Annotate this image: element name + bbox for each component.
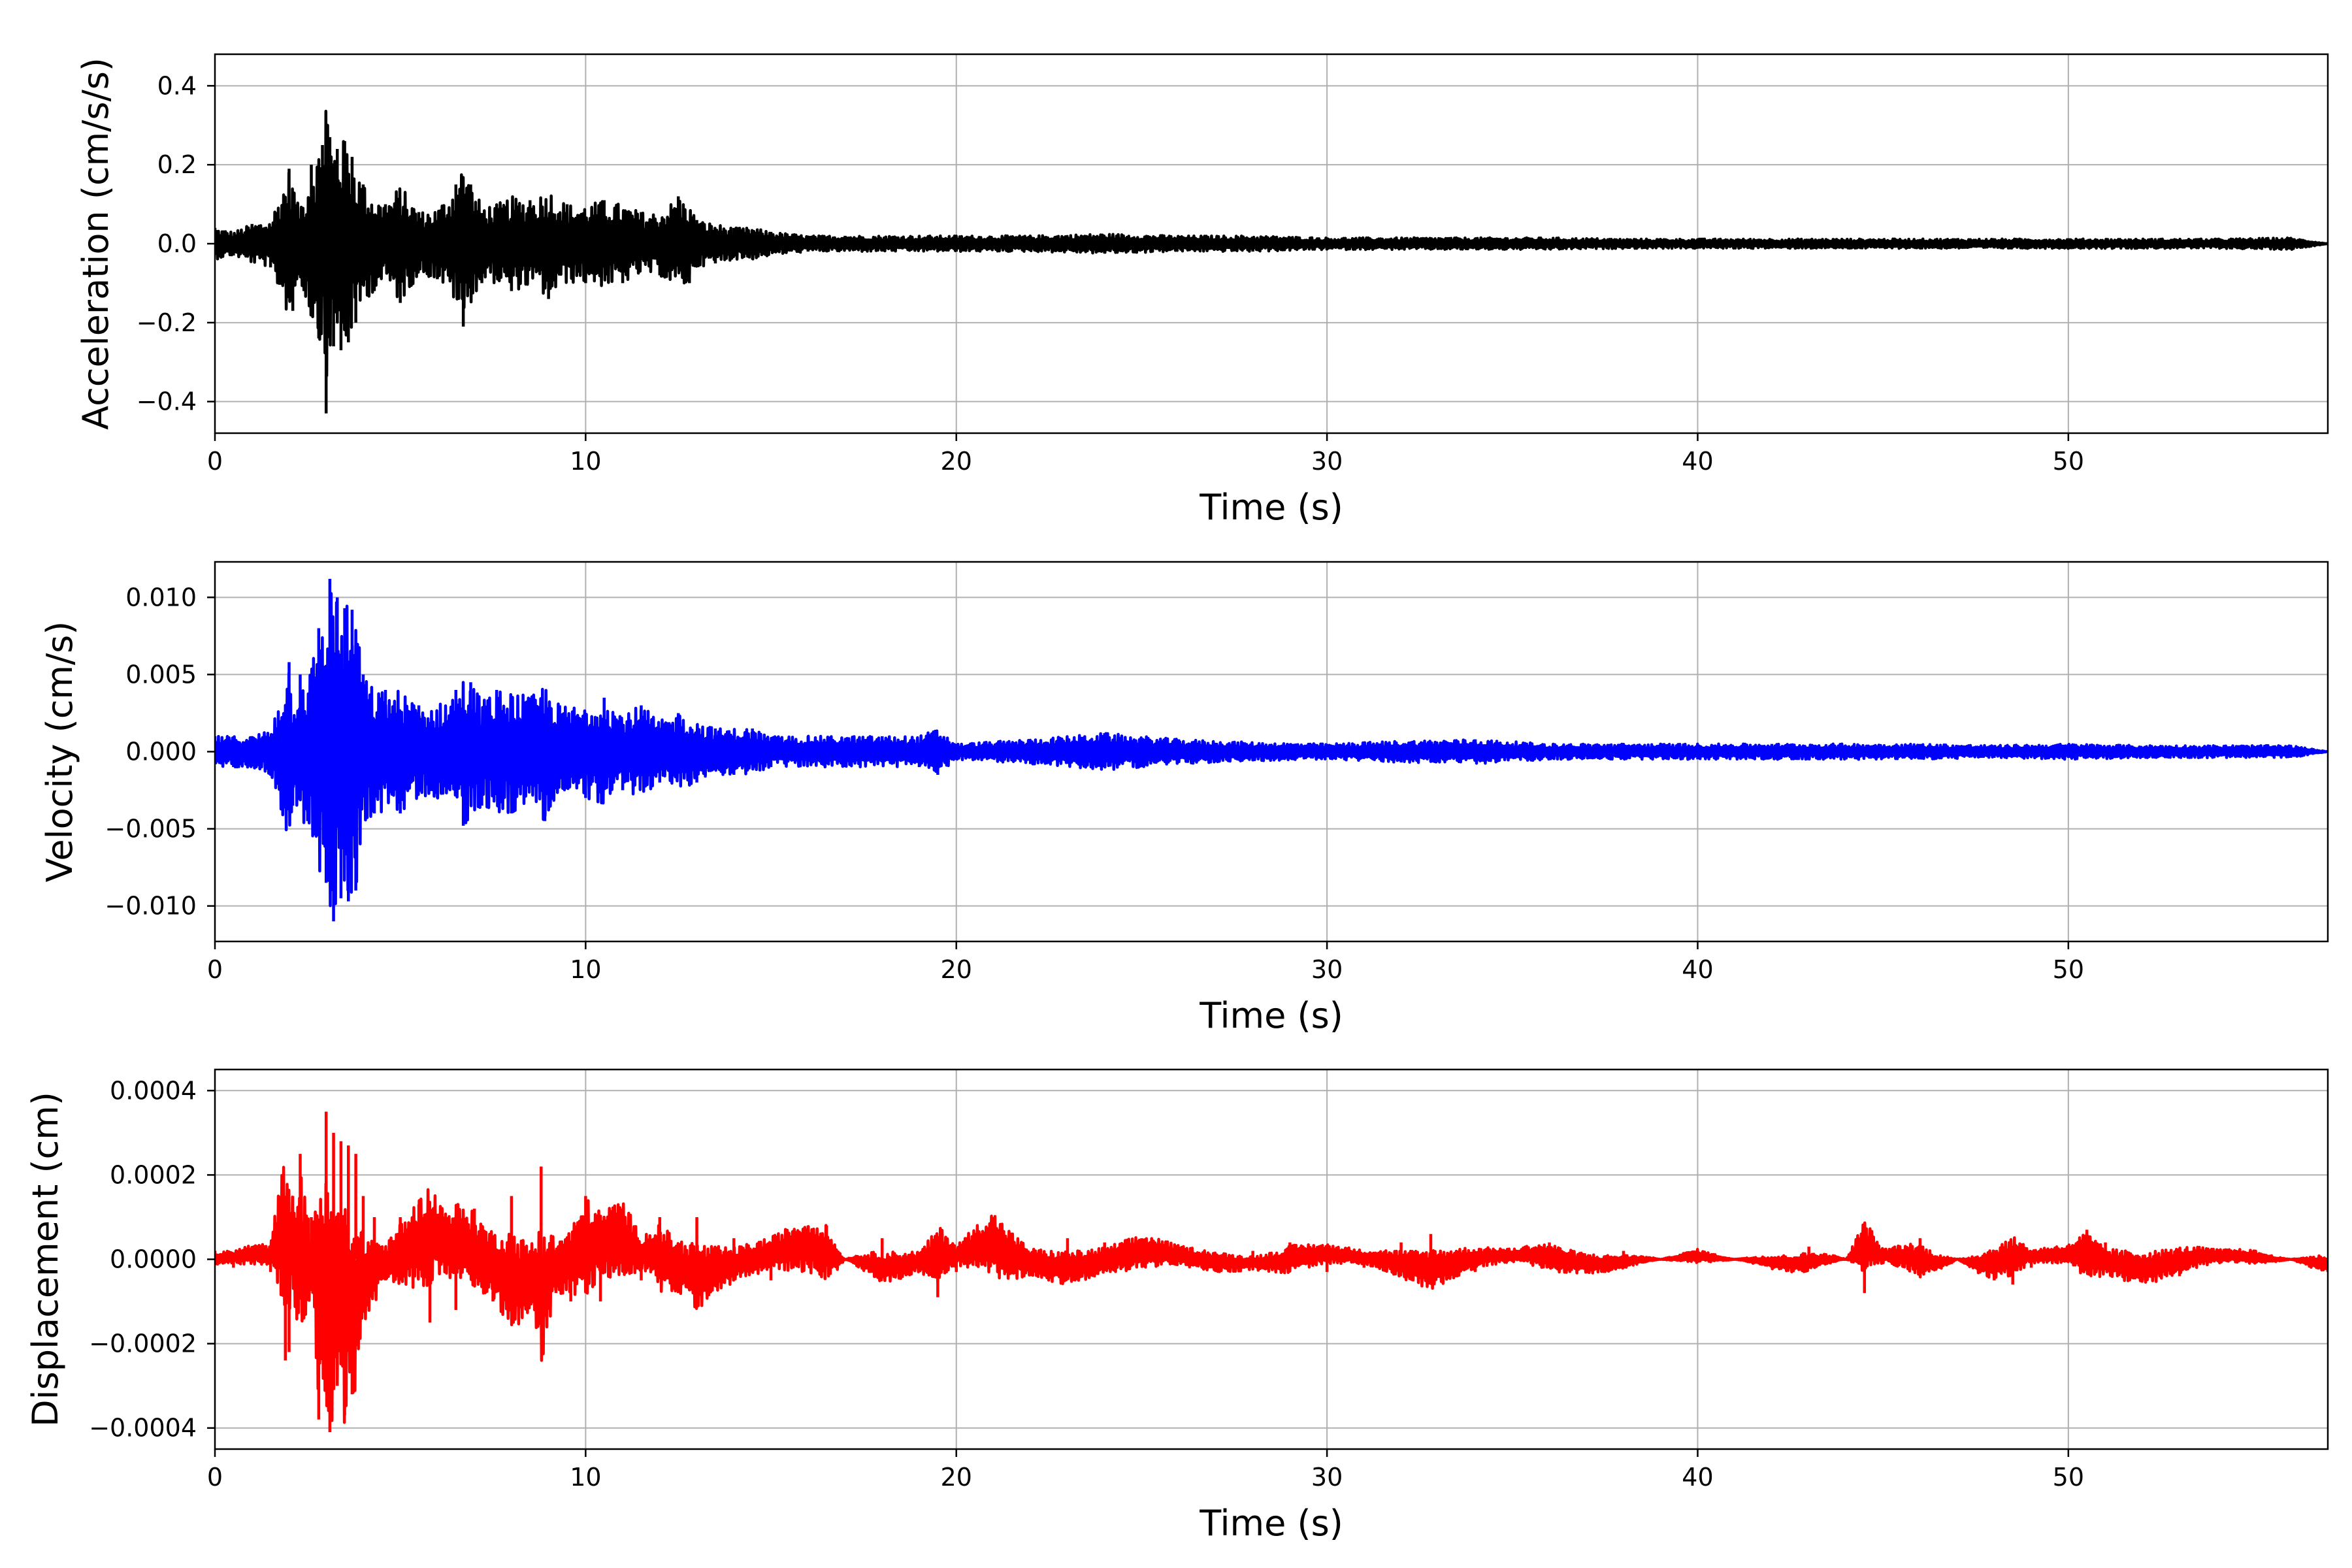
- acceleration-y-tick-label: 0.0: [157, 229, 197, 258]
- acceleration-x-tick-label: 50: [2053, 447, 2084, 476]
- displacement-y-axis-label: Displacement (cm): [25, 1092, 66, 1427]
- velocity-x-tick-label: 50: [2053, 955, 2084, 984]
- displacement-x-tick-label: 50: [2053, 1463, 2084, 1492]
- displacement-x-tick-label: 20: [941, 1463, 972, 1492]
- velocity-x-tick-label: 10: [570, 955, 601, 984]
- acceleration-y-ticks: −0.4 −0.2 0.0 0.2 0.4: [137, 71, 215, 416]
- velocity-x-tick-label: 40: [1682, 955, 1713, 984]
- velocity-y-tick-label: 0.000: [125, 738, 197, 766]
- velocity-x-tick-label: 0: [207, 955, 223, 984]
- velocity-x-tick-label: 30: [1311, 955, 1343, 984]
- displacement-x-tick-label: 0: [207, 1463, 223, 1492]
- acceleration-y-tick-label: −0.4: [137, 387, 197, 416]
- velocity-panel: 0 10 20 30 40 50 −0.010−0.0050.0000.0050.010 …: [39, 561, 2329, 1036]
- velocity-y-axis-label: Velocity (cm/s): [39, 621, 80, 883]
- displacement-y-tick-label: 0.0000: [110, 1245, 197, 1274]
- acceleration-x-tick-label: 10: [570, 447, 601, 476]
- acceleration-x-tick-label: 20: [941, 447, 972, 476]
- acceleration-line: [215, 109, 2328, 378]
- velocity-y-tick-label: −0.005: [105, 815, 197, 843]
- displacement-x-tick-label: 10: [570, 1463, 601, 1492]
- displacement-x-ticks: 0 10 20 30 40 50: [207, 1449, 2084, 1492]
- displacement-y-tick-label: −0.0004: [89, 1414, 197, 1443]
- acceleration-x-ticks: 0 10 20 30 40 50: [207, 433, 2084, 476]
- displacement-y-tick-label: −0.0002: [89, 1330, 197, 1358]
- acceleration-x-axis-label: Time (s): [1199, 487, 1343, 528]
- velocity-line: [215, 592, 2328, 907]
- displacement-panel: 0 10 20 30 40 50 −0.0004 −0.0002 0.0000 0.0002 0.…: [25, 1068, 2329, 1544]
- acceleration-panel: 0 10 20 30 40 50 −0.4 −0.2 0.0 0.2 0.4 Time (s) A…: [75, 53, 2329, 528]
- velocity-y-ticks: −0.010 −0.005 0.000 0.005 0.010: [105, 583, 215, 921]
- displacement-line: [215, 1166, 2328, 1424]
- velocity-x-axis-label: Time (s): [1199, 995, 1343, 1036]
- acceleration-y-tick-label: 0.2: [157, 150, 197, 179]
- acceleration-y-tick-label: 0.4: [157, 71, 197, 100]
- acceleration-x-tick-label: 0: [207, 447, 223, 476]
- acceleration-x-tick-label: 30: [1311, 447, 1343, 476]
- acceleration-x-tick-label: 40: [1682, 447, 1713, 476]
- displacement-x-tick-label: 30: [1311, 1463, 1343, 1492]
- velocity-x-tick-label: 20: [941, 955, 972, 984]
- displacement-x-axis-label: Time (s): [1199, 1503, 1343, 1544]
- displacement-y-ticks: −0.0004 −0.0002 0.0000 0.0002 0.0004: [89, 1076, 215, 1443]
- displacement-y-tick-label: 0.0004: [110, 1076, 197, 1105]
- velocity-y-tick-label: 0.005: [125, 660, 197, 689]
- velocity-y-tick-label: −0.010: [105, 892, 197, 921]
- velocity-x-ticks: 0 10 20 30 40 50: [207, 941, 2084, 984]
- acceleration-y-tick-label: −0.2: [137, 308, 197, 337]
- velocity-y-tick-label: 0.010: [125, 583, 197, 612]
- displacement-y-tick-label: 0.0002: [110, 1160, 197, 1189]
- displacement-x-tick-label: 40: [1682, 1463, 1713, 1492]
- acceleration-y-axis-label: Acceleration (cm/s/s): [75, 57, 116, 430]
